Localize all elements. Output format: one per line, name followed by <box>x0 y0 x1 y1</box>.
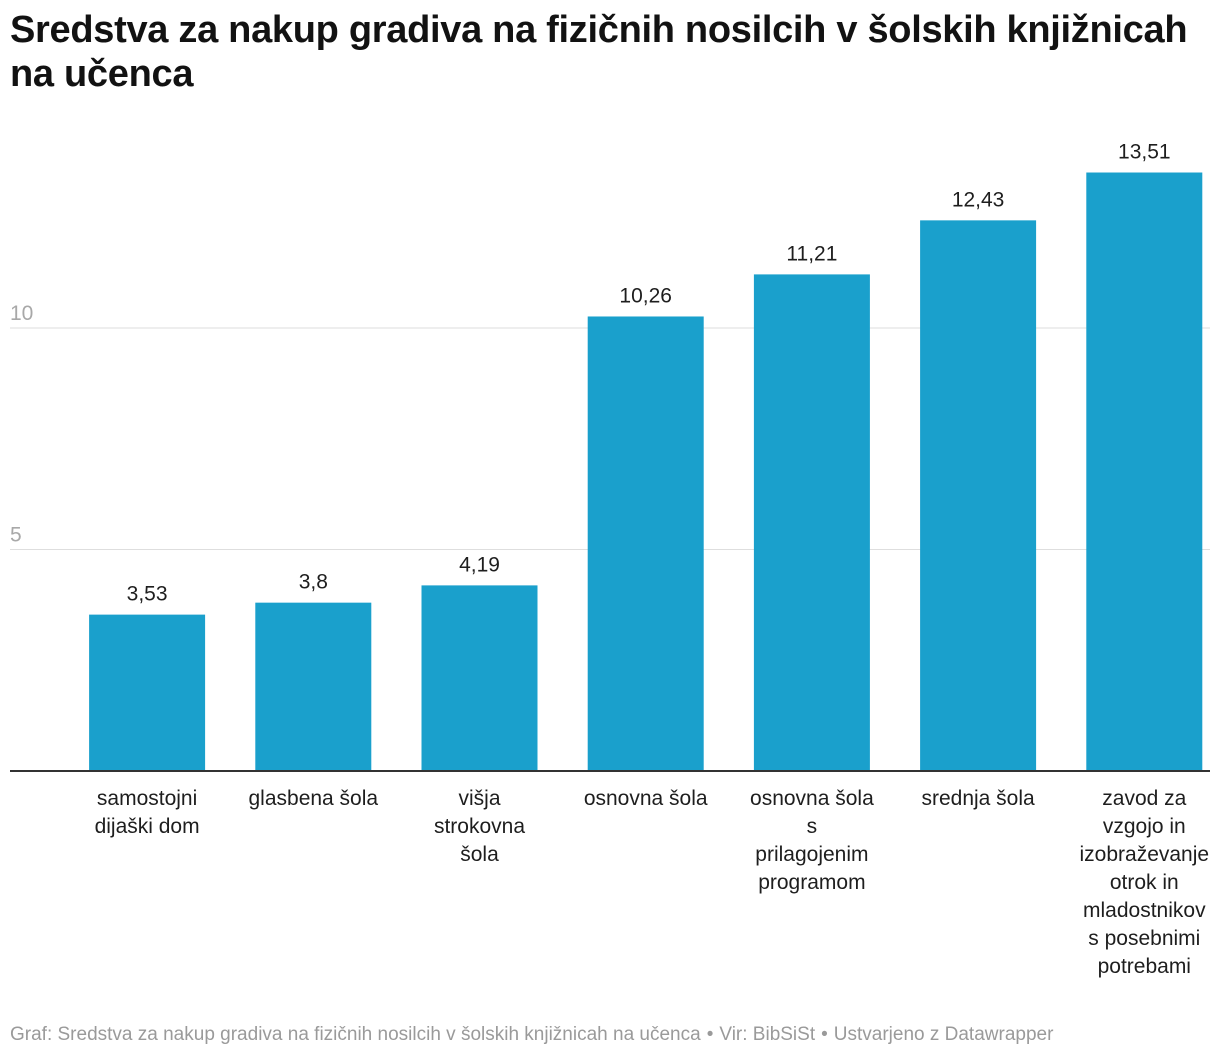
data-label: 10,26 <box>619 284 672 307</box>
data-label: 4,19 <box>459 553 500 576</box>
footer-separator: • <box>821 1024 828 1045</box>
y-tick-label: 5 <box>10 524 22 547</box>
data-label: 13,51 <box>1118 141 1171 164</box>
footer-separator: • <box>706 1024 714 1045</box>
y-tick-label: 10 <box>10 302 33 325</box>
bar <box>89 614 206 771</box>
x-tick-label: osnovna šola s prilagojenim programom <box>750 787 874 894</box>
x-tick-label: osnovna šola <box>584 787 708 810</box>
footer-credit: Ustvarjeno z Datawrapper <box>833 1024 1054 1045</box>
x-tick-label: srednja šola <box>921 787 1035 810</box>
bar <box>255 602 372 771</box>
bar <box>1086 172 1203 771</box>
x-tick-label: samostojni dijaški dom <box>95 787 200 838</box>
bar <box>587 316 704 771</box>
x-tick-label: zavod za vzgojo in izobraževanje otrok in ml… <box>1080 787 1210 978</box>
bar <box>753 274 870 771</box>
footer-graph-text: Graf: Sredstva za nakup gradiva na fizič… <box>10 1024 701 1045</box>
bar <box>421 585 538 771</box>
footer-source: Vir: BibSiSt <box>719 1024 816 1045</box>
x-tick-label: višja strokovna šola <box>434 787 525 866</box>
chart-footer: Graf: Sredstva za nakup gradiva na fizič… <box>10 1024 1053 1046</box>
data-label: 3,8 <box>299 571 328 594</box>
data-label: 12,43 <box>952 188 1005 211</box>
chart-title: Sredstva za nakup gradiva na fizičnih no… <box>10 9 1188 95</box>
bar <box>920 220 1037 771</box>
data-label: 11,21 <box>786 242 837 265</box>
x-tick-label: glasbena šola <box>248 787 378 810</box>
data-label: 3,53 <box>127 583 168 606</box>
